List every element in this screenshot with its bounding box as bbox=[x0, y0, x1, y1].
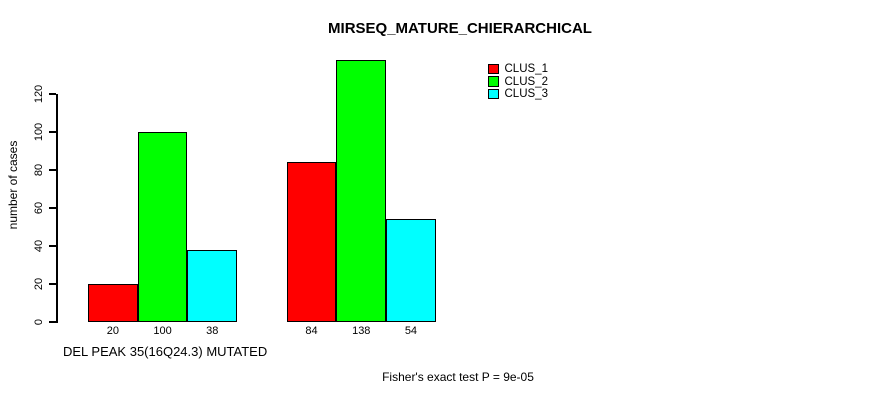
chart-title: MIRSEQ_MATURE_CHIERARCHICAL bbox=[328, 20, 592, 37]
y-axis-tick-label: 20 bbox=[33, 277, 45, 291]
bar-clus_1-group2 bbox=[286, 162, 337, 322]
bar-clus_3-group1 bbox=[187, 249, 238, 322]
y-axis-tick-label: 120 bbox=[33, 84, 45, 104]
legend-swatch-icon bbox=[488, 88, 499, 100]
y-axis-tick bbox=[49, 283, 56, 285]
bar-value-label: 138 bbox=[352, 324, 371, 337]
y-axis-line bbox=[56, 94, 58, 323]
legend-item-clus_1: CLUS_1 bbox=[488, 63, 548, 75]
y-axis-tick-label: 60 bbox=[33, 201, 45, 215]
legend-label: CLUS_2 bbox=[504, 75, 548, 88]
bar-value-label: 100 bbox=[153, 324, 172, 337]
bar-value-label: 84 bbox=[305, 324, 318, 337]
bar-value-label: 20 bbox=[106, 324, 119, 337]
bar-clus_3-group2 bbox=[386, 219, 436, 322]
legend-label: CLUS_3 bbox=[504, 87, 548, 100]
y-axis-tick bbox=[49, 207, 56, 209]
y-axis-tick-label: 80 bbox=[33, 163, 45, 177]
bar-clus_2-group2 bbox=[336, 59, 387, 322]
legend-item-clus_2: CLUS_2 bbox=[488, 75, 548, 88]
legend-label: CLUS_1 bbox=[504, 63, 548, 76]
y-axis-tick bbox=[49, 93, 56, 95]
legend-swatch-icon bbox=[488, 63, 499, 75]
bar-value-label: 54 bbox=[404, 324, 418, 337]
y-axis-tick-label: 0 bbox=[33, 318, 45, 326]
y-axis-tick bbox=[49, 321, 56, 323]
y-axis-tick-label: 40 bbox=[33, 239, 45, 253]
legend-swatch-icon bbox=[488, 76, 499, 87]
legend: CLUS_1 CLUS_2 CLUS_3 bbox=[488, 63, 548, 100]
y-axis-tick-label: 100 bbox=[33, 122, 45, 142]
annotation-caption: Fisher's exact test P = 9e-05 bbox=[382, 370, 534, 384]
bar-clus_1-group1 bbox=[88, 284, 138, 322]
x-axis-label: DEL PEAK 35(16Q24.3) MUTATED bbox=[63, 344, 268, 359]
bar-clus_2-group1 bbox=[137, 132, 188, 322]
y-axis-tick bbox=[49, 245, 56, 247]
legend-item-clus_3: CLUS_3 bbox=[488, 88, 548, 100]
y-axis-tick bbox=[49, 131, 56, 133]
bar-value-label: 38 bbox=[206, 324, 219, 337]
y-axis-tick bbox=[49, 169, 56, 171]
